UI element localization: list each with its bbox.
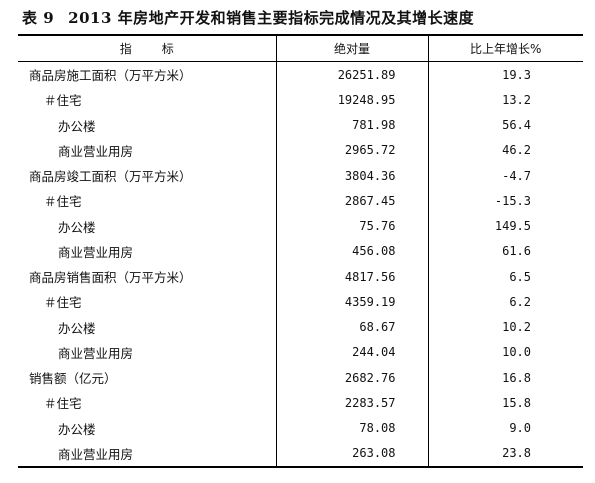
table-row: 办公楼 78.08 9.0 (18, 415, 583, 441)
row-value: 26251.89 (275, 61, 428, 88)
row-growth: 10.2 (427, 314, 583, 340)
row-value: 2283.57 (275, 390, 428, 416)
row-value: 2965.72 (275, 137, 428, 163)
table-row: 商业营业用房 244.04 10.0 (18, 339, 583, 365)
row-label: 办公楼 (58, 421, 96, 437)
row-value: 781.98 (275, 112, 428, 138)
row-label: 商品房竣工面积（万平方米） (29, 169, 192, 185)
row-label: 商业营业用房 (58, 244, 134, 260)
real-estate-table: 指标 绝对量 比上年增长% 商品房施工面积（万平方米） 26251.89 19.… (18, 34, 583, 468)
row-value: 244.04 (275, 339, 428, 365)
header-row: 指标 绝对量 比上年增长% (18, 35, 583, 62)
row-growth: 19.3 (427, 61, 583, 88)
row-label: ＃住宅 (44, 93, 82, 109)
table-title-text: 2013 年房地产开发和销售主要指标完成情况及其增长速度 (68, 9, 475, 27)
row-growth: 15.8 (427, 390, 583, 416)
table-row: ＃住宅 2867.45 -15.3 (18, 188, 583, 214)
row-label: ＃住宅 (44, 295, 82, 311)
row-value: 2867.45 (275, 188, 428, 214)
row-label: 商品房销售面积（万平方米） (29, 270, 192, 286)
row-label: 办公楼 (58, 320, 96, 336)
row-growth: 23.8 (427, 440, 583, 467)
table-number: 表 9 (22, 9, 55, 27)
table-row: ＃住宅 19248.95 13.2 (18, 87, 583, 113)
header-indicator-char-2: 标 (161, 42, 174, 56)
row-growth: 6.2 (427, 289, 583, 315)
row-label: 办公楼 (58, 118, 96, 134)
row-value: 2682.76 (275, 365, 428, 391)
table-row: 商业营业用房 263.08 23.8 (18, 440, 583, 467)
row-value: 78.08 (275, 415, 428, 441)
row-growth: 13.2 (427, 87, 583, 113)
header-indicator-char-1: 指 (119, 42, 132, 56)
row-value: 456.08 (275, 238, 428, 264)
row-label: ＃住宅 (44, 194, 82, 210)
row-value: 263.08 (275, 440, 428, 467)
row-label: 商业营业用房 (58, 446, 134, 462)
table-row: 销售额（亿元） 2682.76 16.8 (18, 365, 583, 391)
header-absolute: 绝对量 (275, 35, 428, 62)
table-row: 办公楼 75.76 149.5 (18, 213, 583, 239)
row-growth: 9.0 (427, 415, 583, 441)
table-row: 办公楼 781.98 56.4 (18, 112, 583, 138)
row-label: ＃住宅 (44, 396, 82, 412)
row-label: 商品房施工面积（万平方米） (29, 68, 192, 84)
row-value: 75.76 (275, 213, 428, 239)
header-indicator: 指标 (18, 35, 276, 62)
table-row: 商业营业用房 456.08 61.6 (18, 238, 583, 264)
table-row: ＃住宅 2283.57 15.8 (18, 390, 583, 416)
row-value: 3804.36 (275, 163, 428, 189)
table-row: 商业营业用房 2965.72 46.2 (18, 137, 583, 163)
table-row: 办公楼 68.67 10.2 (18, 314, 583, 340)
table-title: 表 9 2013 年房地产开发和销售主要指标完成情况及其增长速度 (22, 4, 474, 32)
row-label: 销售额（亿元） (29, 371, 117, 387)
row-growth: 46.2 (427, 137, 583, 163)
row-growth: 6.5 (427, 264, 583, 290)
row-growth: 10.0 (427, 339, 583, 365)
row-growth: -15.3 (427, 188, 583, 214)
row-growth: 61.6 (427, 238, 583, 264)
table-row: ＃住宅 4359.19 6.2 (18, 289, 583, 315)
row-value: 4817.56 (275, 264, 428, 290)
row-value: 4359.19 (275, 289, 428, 315)
header-growth: 比上年增长% (427, 35, 583, 62)
row-growth: 56.4 (427, 112, 583, 138)
row-label: 办公楼 (58, 219, 96, 235)
row-label: 商业营业用房 (58, 345, 134, 361)
table-row: 商品房销售面积（万平方米） 4817.56 6.5 (18, 264, 583, 290)
row-label: 商业营业用房 (58, 143, 134, 159)
row-value: 68.67 (275, 314, 428, 340)
row-growth: -4.7 (427, 163, 583, 189)
table-row: 商品房施工面积（万平方米） 26251.89 19.3 (18, 61, 583, 88)
table-row: 商品房竣工面积（万平方米） 3804.36 -4.7 (18, 163, 583, 189)
row-growth: 16.8 (427, 365, 583, 391)
row-value: 19248.95 (275, 87, 428, 113)
row-growth: 149.5 (427, 213, 583, 239)
